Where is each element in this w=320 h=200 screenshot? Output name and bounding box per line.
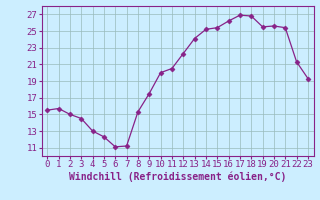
X-axis label: Windchill (Refroidissement éolien,°C): Windchill (Refroidissement éolien,°C) [69,172,286,182]
